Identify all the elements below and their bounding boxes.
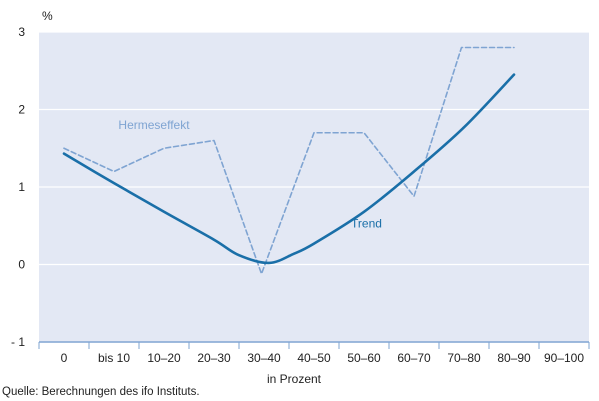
x-tick-label: 90–100: [544, 351, 584, 365]
x-tick-label: 70–80: [447, 351, 481, 365]
x-tick-label: 50–60: [347, 351, 381, 365]
x-tick-label: 0: [61, 351, 68, 365]
x-axis-label: in Prozent: [267, 372, 322, 385]
series-label-hermeseffekt: Hermeseffekt: [118, 118, 190, 132]
y-tick-label: 3: [18, 25, 25, 39]
y-unit-label: %: [42, 9, 53, 23]
line-chart: 3 2 1 0 - 1% 0 bis 10 10–20 20–30 30–40 40–50 50–60…: [11, 9, 590, 385]
x-tick-label: 80–90: [497, 351, 531, 365]
x-tick-label: bis 10: [98, 351, 130, 365]
x-tick-label: 20–30: [197, 351, 231, 365]
x-tick-label: 10–20: [147, 351, 181, 365]
x-tick-label: 40–50: [297, 351, 331, 365]
x-tick-label: 30–40: [247, 351, 281, 365]
source-note: Quelle: Berechnungen des ifo Instituts.: [2, 386, 200, 398]
y-tick-label: 0: [18, 258, 25, 272]
y-tick-label: 1: [18, 180, 25, 194]
y-tick-label: - 1: [11, 335, 25, 349]
x-tick-label: 60–70: [397, 351, 431, 365]
y-tick-label: 2: [18, 103, 25, 117]
series-line-trend: [62, 73, 516, 265]
series-label-trend: Trend: [351, 216, 382, 230]
series-line-hermeseffekt: [63, 46, 515, 275]
